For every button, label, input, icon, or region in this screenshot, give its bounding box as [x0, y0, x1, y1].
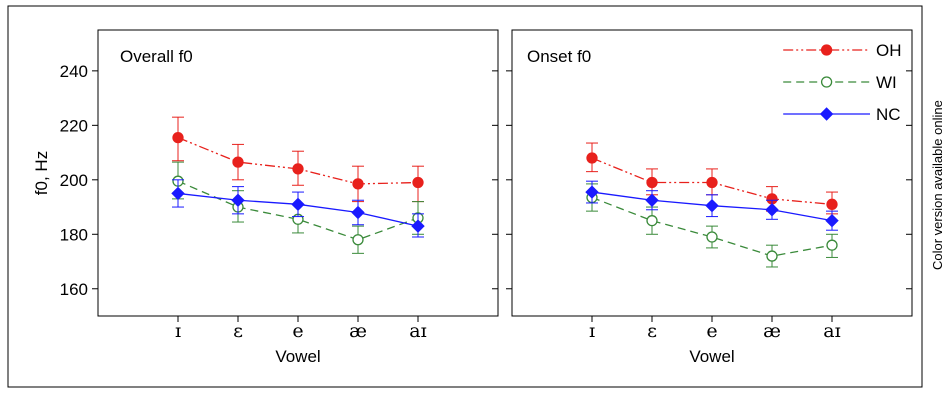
- x-tick-label: e: [706, 320, 717, 342]
- panel-title: Overall f0: [120, 47, 193, 66]
- side-note: Color version available online: [931, 100, 945, 270]
- data-point-oh: [352, 178, 364, 190]
- data-point-nc: [645, 193, 659, 207]
- data-point-nc: [411, 219, 425, 233]
- y-tick-label: 160: [60, 280, 88, 299]
- legend-label-nc: NC: [876, 105, 901, 124]
- figure-border: [7, 5, 923, 388]
- side-note-box: Color version available online: [931, 100, 945, 270]
- panel-onset-f0: Onset f0 Vowel ɪ ɛ e æ aɪ OH WI NC: [506, 29, 913, 366]
- data-point-nc: [351, 205, 365, 220]
- data-point-nc: [825, 213, 839, 228]
- data-point-oh: [172, 131, 184, 144]
- x-tick-label: ɪ: [175, 320, 181, 342]
- x-tick-label: æ: [763, 320, 781, 342]
- x-tick-label: ɛ: [233, 320, 243, 342]
- y-axis-label: f0, Hz: [32, 151, 51, 195]
- x-tick-label: æ: [349, 320, 367, 342]
- x-tick-label: e: [292, 320, 303, 342]
- data-point-nc: [291, 197, 305, 212]
- x-tick-label: aɪ: [823, 320, 840, 342]
- x-tick-label: ɪ: [589, 320, 595, 342]
- axis-ticks: ɪ ɛ e æ aɪ: [506, 70, 912, 342]
- legend-marker-wi: [820, 76, 833, 88]
- data-point-oh: [826, 198, 838, 210]
- data-point-wi: [352, 234, 364, 246]
- data-point-nc: [231, 193, 245, 207]
- series-line-oh: [177, 136, 419, 185]
- data-point-oh: [232, 156, 244, 168]
- legend-label-wi: WI: [876, 73, 897, 92]
- legend-label-oh: OH: [876, 41, 902, 60]
- series-line-wi: [591, 196, 833, 257]
- data-point-wi: [646, 215, 658, 227]
- x-tick-label: aɪ: [409, 320, 426, 342]
- legend-marker-nc: [819, 107, 834, 121]
- legend-marker-oh: [820, 44, 833, 56]
- y-tick-label: 200: [60, 171, 88, 190]
- panel-overall-f0: Overall f0 Vowel f0, Hz 160 180 200 220 240 ɪ…: [32, 29, 499, 366]
- data-point-nc: [705, 198, 719, 213]
- data-point-nc: [171, 186, 185, 201]
- series-marks: [585, 142, 839, 268]
- y-tick-label: 240: [60, 62, 88, 81]
- data-point-nc: [585, 185, 599, 199]
- axis-ticks: 160 180 200 220 240 ɪ ɛ e æ aɪ: [60, 62, 498, 342]
- series-marks: [171, 116, 425, 254]
- data-point-oh: [706, 176, 718, 189]
- y-tick-label: 180: [60, 225, 88, 244]
- data-point-wi: [826, 239, 838, 251]
- legend: OH WI NC: [783, 41, 902, 124]
- data-point-oh: [586, 152, 598, 164]
- data-point-oh: [412, 176, 424, 189]
- plot-frame: [97, 29, 499, 317]
- data-point-nc: [765, 203, 779, 217]
- y-tick-label: 220: [60, 116, 88, 135]
- data-point-wi: [766, 250, 778, 262]
- x-axis-label: Vowel: [689, 347, 734, 366]
- data-point-oh: [646, 176, 658, 189]
- panel-title: Onset f0: [527, 47, 591, 66]
- x-axis-label: Vowel: [275, 347, 320, 366]
- data-point-wi: [706, 231, 718, 243]
- data-point-oh: [292, 163, 304, 175]
- x-tick-label: ɛ: [647, 320, 657, 342]
